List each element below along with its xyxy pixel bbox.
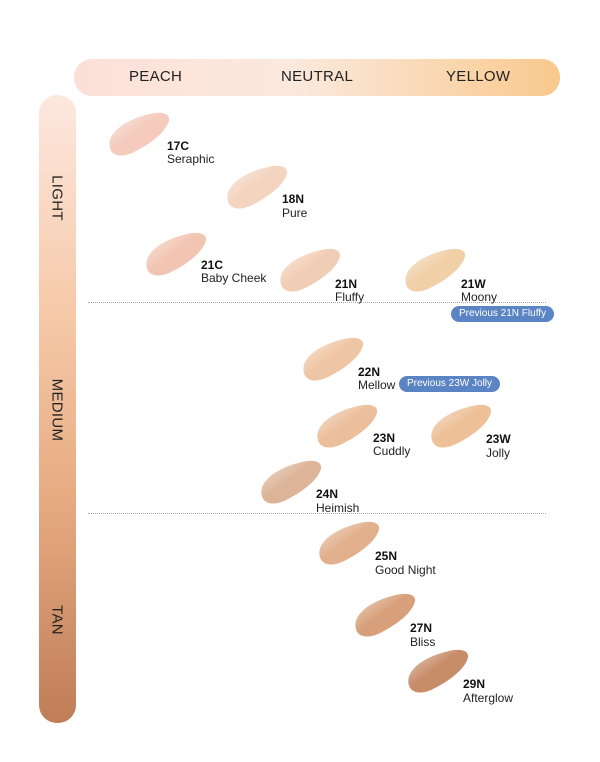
column-label-yellow: YELLOW [446, 68, 511, 85]
shade-swatch [350, 589, 420, 643]
row-label-tan: TAN [48, 605, 66, 635]
shade-swatch [314, 517, 384, 571]
shade-swatch [403, 645, 473, 699]
shade-code: 29N [463, 677, 486, 691]
depth-scale-bar [39, 95, 76, 723]
row-label-medium: MEDIUM [48, 378, 66, 442]
shade-name: Cuddly [373, 444, 411, 458]
shade-swatch [222, 161, 292, 215]
shade-name: Good Night [375, 563, 436, 577]
shade-name: Seraphic [167, 152, 215, 166]
shade-code: 21W [461, 277, 486, 291]
column-label-neutral: NEUTRAL [281, 68, 354, 85]
shade-name: Afterglow [463, 691, 514, 705]
light-medium-divider [88, 302, 546, 303]
shade-code: 24N [316, 487, 339, 501]
shade-name: Jolly [486, 446, 511, 460]
undertone-scale-bar [74, 59, 560, 96]
shade-name: Fluffy [335, 290, 365, 304]
row-label-light: LIGHT [48, 175, 66, 221]
shade-swatch [312, 400, 382, 454]
note-pill-previous-23w: Previous 23W Jolly [399, 376, 501, 392]
shade-code: 27N [410, 621, 433, 635]
shade-code: 22N [358, 365, 381, 379]
shade-name: Heimish [316, 501, 360, 515]
shade-swatch [104, 108, 174, 162]
shade-swatch [426, 400, 496, 454]
shade-name: Mellow [358, 378, 396, 392]
shade-swatch [298, 333, 368, 387]
shade-swatch [256, 456, 326, 510]
shade-name: Moony [461, 290, 498, 304]
shade-swatch [275, 244, 345, 298]
shade-code: 25N [375, 549, 398, 563]
shade-code: 23N [373, 431, 396, 445]
shade-code: 21C [201, 258, 224, 272]
shade-code: 21N [335, 277, 358, 291]
column-label-peach: PEACH [129, 68, 183, 85]
shade-code: 23W [486, 432, 511, 446]
shade-code: 17C [167, 139, 190, 153]
shade-swatch [400, 244, 470, 298]
shade-name: Baby Cheek [201, 271, 267, 285]
shade-code: 18N [282, 192, 305, 206]
medium-tan-divider [88, 513, 546, 514]
shade-name: Bliss [410, 635, 436, 649]
note-pill-previous-21n: Previous 21N Fluffy [451, 306, 555, 322]
shade-name: Pure [282, 206, 308, 220]
shade-swatch [141, 228, 211, 282]
